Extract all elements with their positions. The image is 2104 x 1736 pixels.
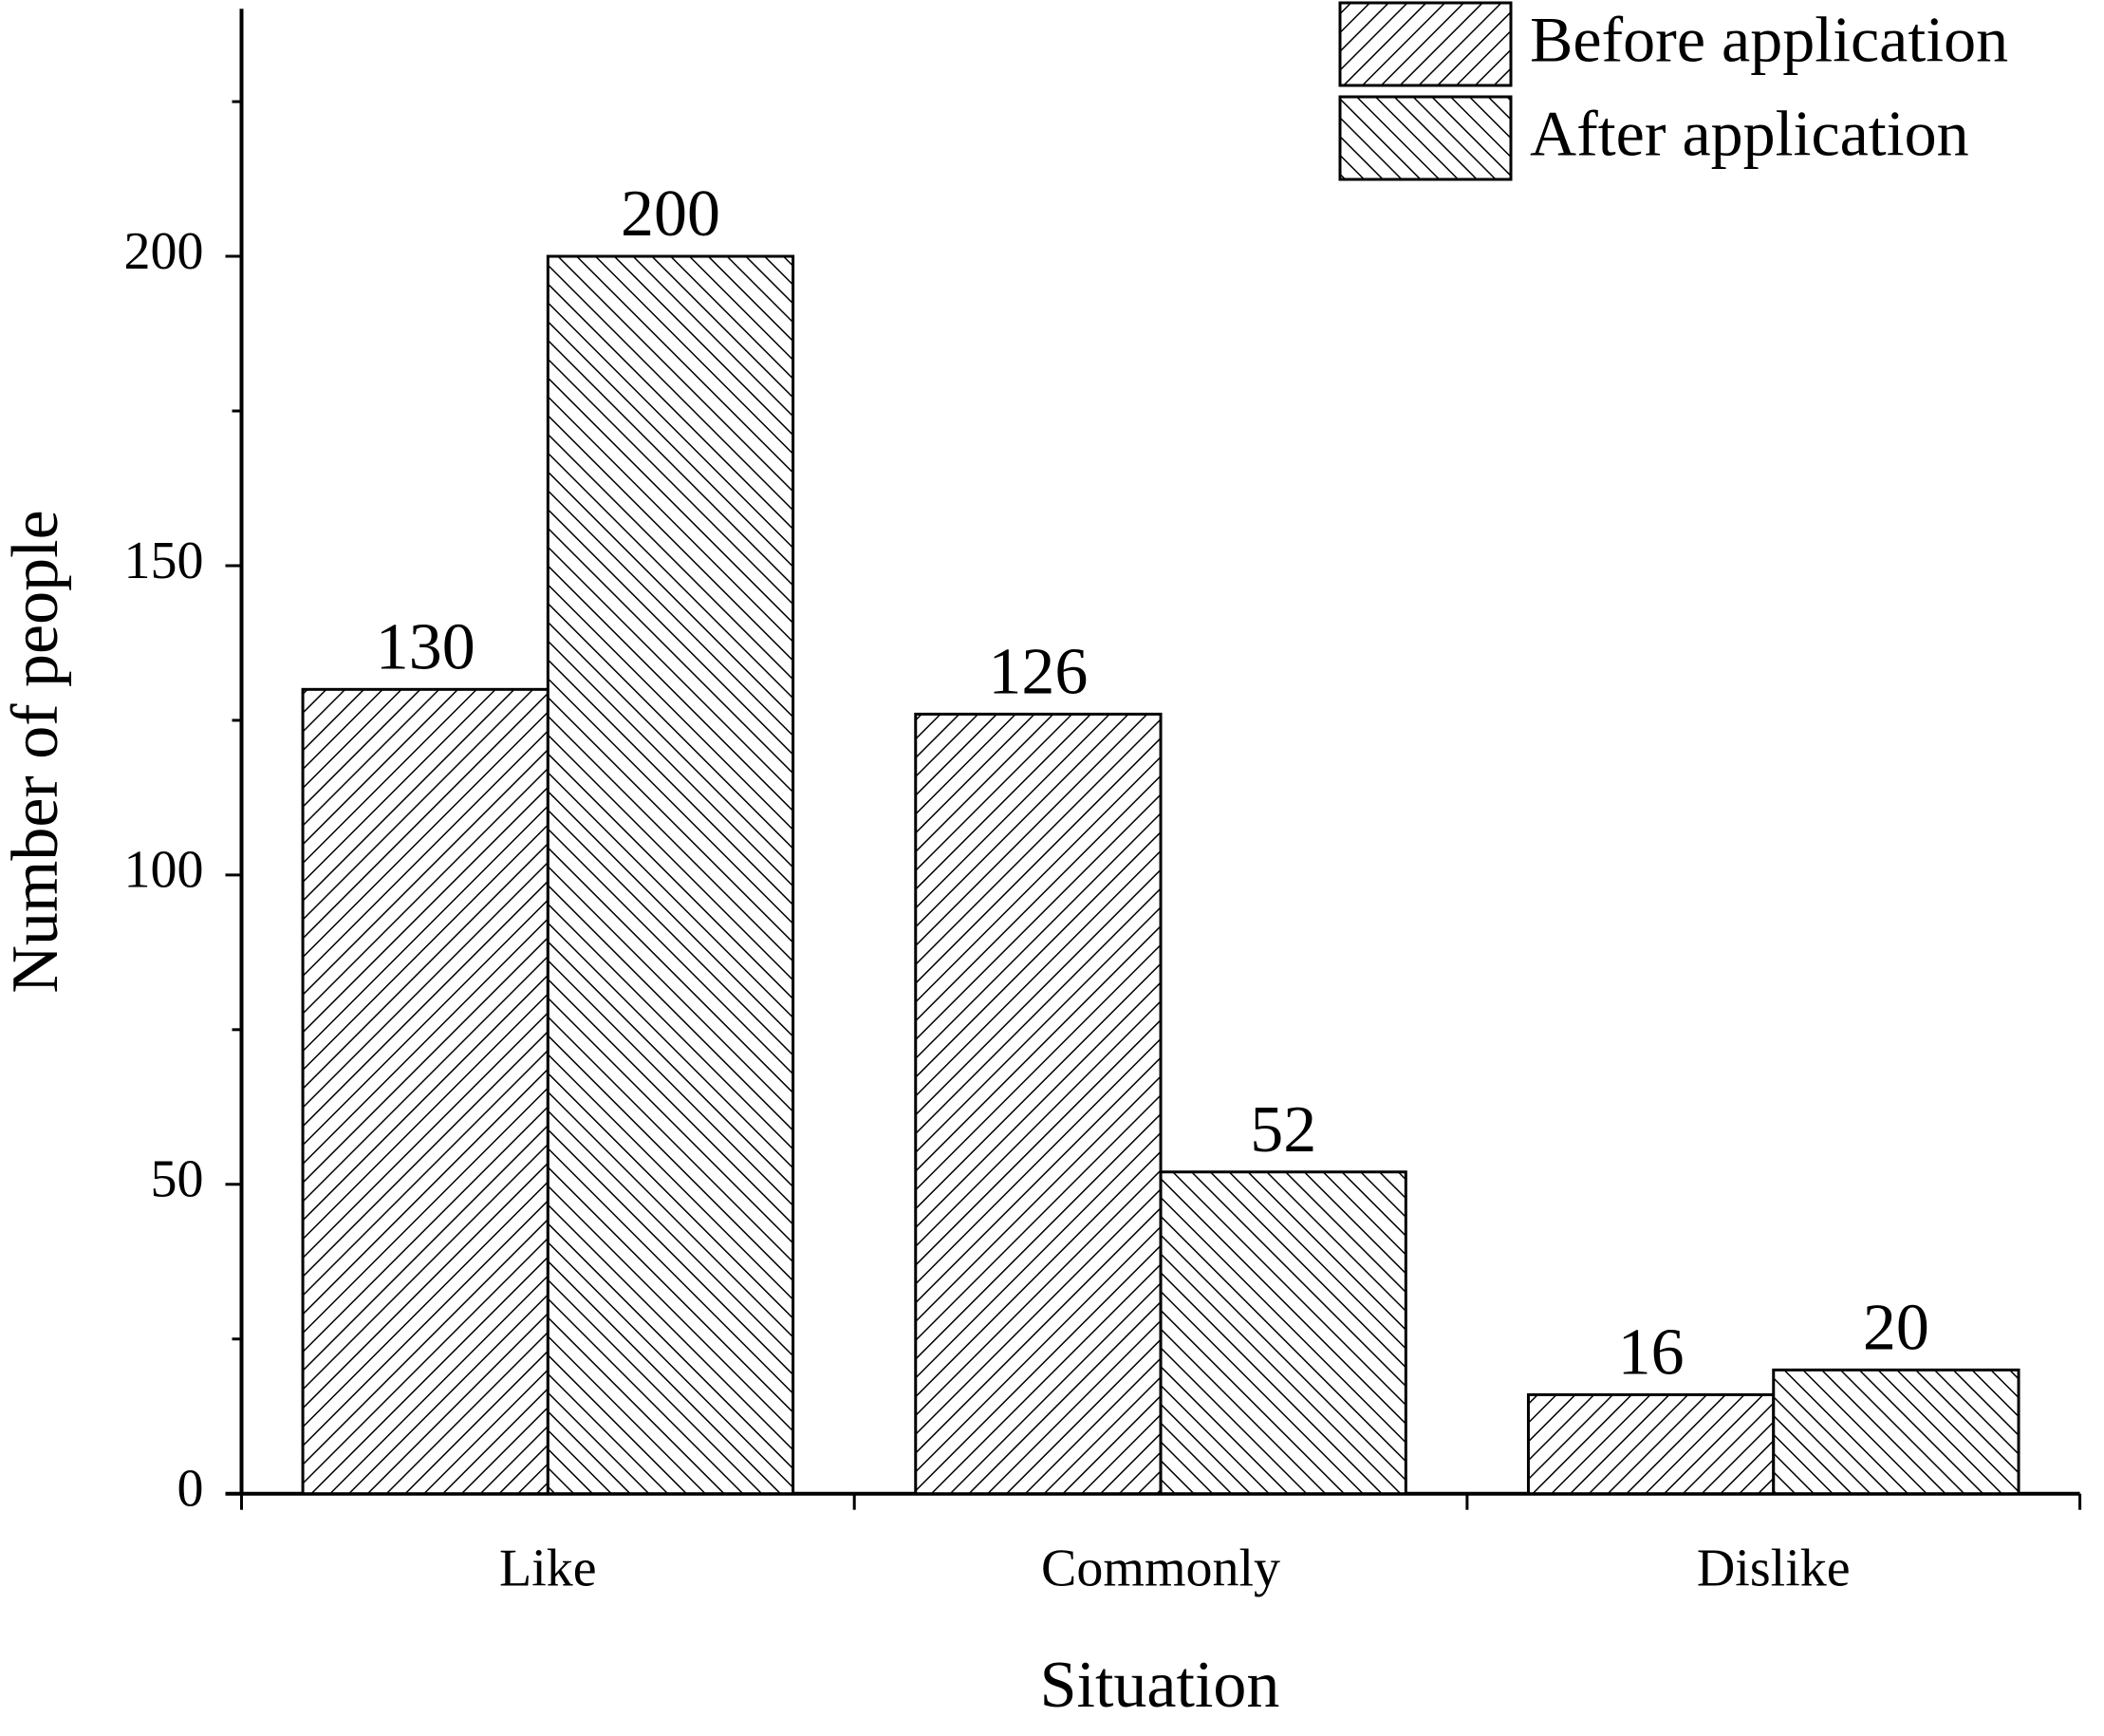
y-tick-label: 100: [124, 841, 204, 900]
legend-label: After application: [1530, 98, 1969, 170]
data-label: 200: [621, 177, 720, 251]
bar: [1772, 1368, 2020, 1496]
bar: [1526, 1392, 1776, 1496]
y-tick-label: 200: [124, 222, 204, 281]
data-label: 16: [1618, 1316, 1685, 1389]
data-label: 126: [988, 635, 1088, 708]
bar: [914, 712, 1163, 1496]
x-tick-label: Like: [499, 1540, 597, 1598]
data-label: 130: [376, 610, 475, 683]
y-tick-label: 150: [124, 532, 204, 590]
x-tick-label: Commonly: [1041, 1540, 1280, 1598]
data-label: 20: [1863, 1291, 1929, 1364]
legend-swatch: [1338, 95, 1513, 181]
legend-label: Before application: [1530, 4, 2008, 76]
bar: [546, 254, 795, 1496]
x-tick-label: Dislike: [1697, 1540, 1851, 1598]
x-axis-title: Situation: [1040, 1649, 1280, 1722]
y-tick-label: 0: [177, 1460, 204, 1519]
legend-swatch: [1338, 1, 1513, 87]
y-axis-title: Number of people: [0, 510, 72, 993]
data-label: 52: [1250, 1093, 1316, 1167]
y-tick-label: 50: [151, 1150, 204, 1209]
bar: [301, 687, 549, 1496]
bar: [1159, 1170, 1407, 1496]
